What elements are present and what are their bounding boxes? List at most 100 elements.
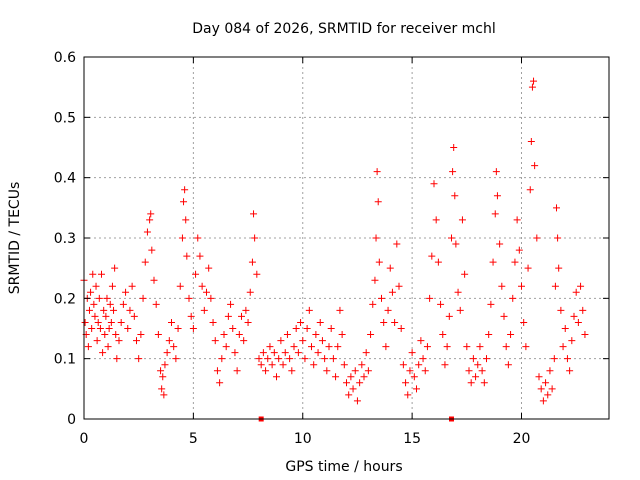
data-point <box>469 355 477 363</box>
data-point <box>472 373 480 381</box>
data-point <box>367 331 375 339</box>
data-point <box>539 397 547 405</box>
data-point <box>530 77 538 85</box>
data-point <box>318 337 326 345</box>
data-point <box>238 312 245 320</box>
data-point <box>553 204 560 212</box>
data-point <box>203 288 210 296</box>
data-point <box>572 288 580 296</box>
data-point <box>480 379 488 387</box>
data-point <box>441 361 449 369</box>
data-point <box>255 355 263 363</box>
data-point <box>395 282 403 290</box>
data-point <box>513 216 521 224</box>
data-point <box>476 343 484 351</box>
y-tick-label: 0.5 <box>54 110 76 126</box>
data-point <box>434 258 442 266</box>
y-tick-label: 0.3 <box>54 231 76 247</box>
data-point <box>224 312 232 320</box>
data-point <box>93 337 101 345</box>
data-points <box>80 77 589 422</box>
data-point <box>388 288 396 296</box>
data-point <box>89 270 97 278</box>
data-point <box>340 361 348 369</box>
data-point <box>557 306 565 314</box>
data-point <box>559 343 567 351</box>
data-point <box>135 355 143 363</box>
data-point <box>535 373 543 381</box>
data-point <box>90 300 98 308</box>
data-point <box>181 186 189 194</box>
data-point <box>152 300 160 308</box>
data-point <box>358 361 366 369</box>
data-point <box>561 325 569 332</box>
data-point <box>380 318 388 326</box>
data-point <box>550 355 558 363</box>
x-tick-label: 20 <box>513 431 531 447</box>
data-point <box>349 385 357 393</box>
data-point <box>220 331 228 339</box>
data-point <box>92 282 100 290</box>
data-point <box>133 337 140 345</box>
data-point <box>104 343 112 351</box>
data-point <box>448 234 455 242</box>
data-point <box>325 343 333 351</box>
data-point <box>143 228 151 236</box>
data-point <box>581 331 589 339</box>
data-point <box>88 325 96 332</box>
data-point <box>216 379 224 387</box>
data-point <box>384 306 392 314</box>
data-point <box>454 288 462 296</box>
data-point <box>518 282 525 290</box>
data-point <box>303 325 311 332</box>
data-point <box>428 252 436 260</box>
data-point <box>520 318 528 326</box>
data-point <box>115 337 123 345</box>
data-point <box>257 361 265 369</box>
y-tick-label: 0.6 <box>54 50 76 66</box>
data-point <box>554 234 562 242</box>
data-point <box>577 282 585 290</box>
data-point <box>351 367 359 375</box>
data-point <box>84 343 92 351</box>
data-point <box>107 318 115 326</box>
data-point <box>180 198 188 206</box>
data-point <box>198 282 206 290</box>
data-point <box>373 168 381 176</box>
data-point <box>253 270 261 278</box>
data-point <box>336 306 344 314</box>
data-point <box>146 216 154 224</box>
data-point <box>288 367 296 375</box>
data-point <box>465 367 473 375</box>
data-point <box>404 391 412 399</box>
data-point <box>119 300 127 308</box>
data-point <box>491 210 499 218</box>
data-point <box>235 331 243 339</box>
data-point <box>568 337 576 345</box>
data-point <box>141 258 149 266</box>
data-point <box>415 361 423 369</box>
data-point <box>250 210 258 218</box>
data-point <box>165 337 173 345</box>
data-point <box>150 276 158 284</box>
data-point <box>487 300 495 308</box>
data-point <box>437 300 445 308</box>
data-point <box>509 294 517 302</box>
data-point <box>233 367 241 375</box>
y-tick-label: 0.1 <box>54 352 76 368</box>
data-point <box>579 306 587 314</box>
data-point <box>147 210 155 218</box>
data-point <box>371 276 379 284</box>
data-point <box>229 325 237 332</box>
data-point <box>246 288 254 296</box>
data-point <box>94 318 102 326</box>
data-point <box>345 391 353 399</box>
data-point <box>507 331 515 339</box>
data-point <box>372 234 380 242</box>
data-point <box>467 379 475 387</box>
x-axis-title: GPS time / hours <box>285 459 402 475</box>
data-point <box>242 306 250 314</box>
data-point <box>207 294 215 302</box>
data-point <box>362 349 370 357</box>
